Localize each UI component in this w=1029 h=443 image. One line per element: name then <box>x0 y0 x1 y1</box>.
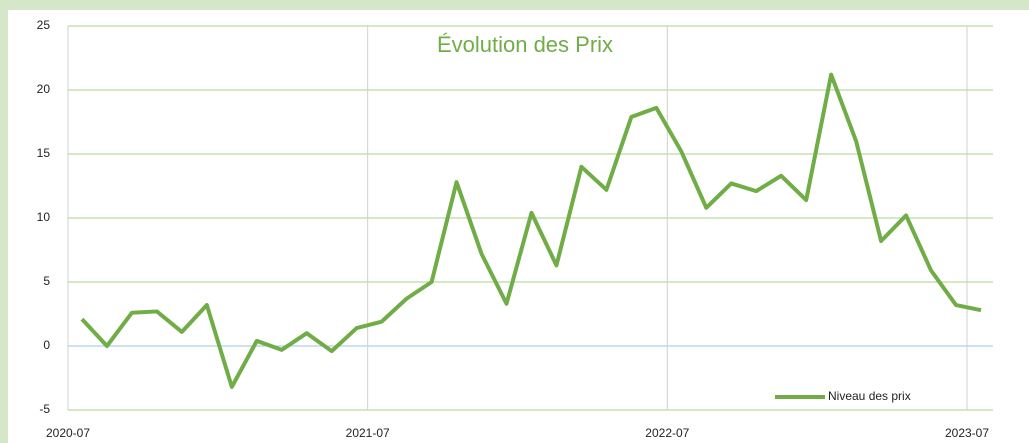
y-tick-label: 25 <box>37 18 51 32</box>
y-tick-label: 10 <box>37 210 51 224</box>
legend-label: Niveau des prix <box>828 389 911 403</box>
y-tick-label: 15 <box>37 146 51 160</box>
x-tick-label: 2020-07 <box>46 426 90 440</box>
y-tick-label: 5 <box>43 274 50 288</box>
x-tick-label: 2022-07 <box>645 426 689 440</box>
x-tick-label: 2023-07 <box>945 426 989 440</box>
y-tick-label: 20 <box>37 82 51 96</box>
data-line <box>80 72 982 389</box>
x-tick-label: 2021-07 <box>346 426 390 440</box>
y-tick-label: 0 <box>43 338 50 352</box>
y-tick-label: -5 <box>39 402 50 416</box>
chart-panel <box>8 10 1029 443</box>
chart-title: Évolution des Prix <box>437 32 613 57</box>
